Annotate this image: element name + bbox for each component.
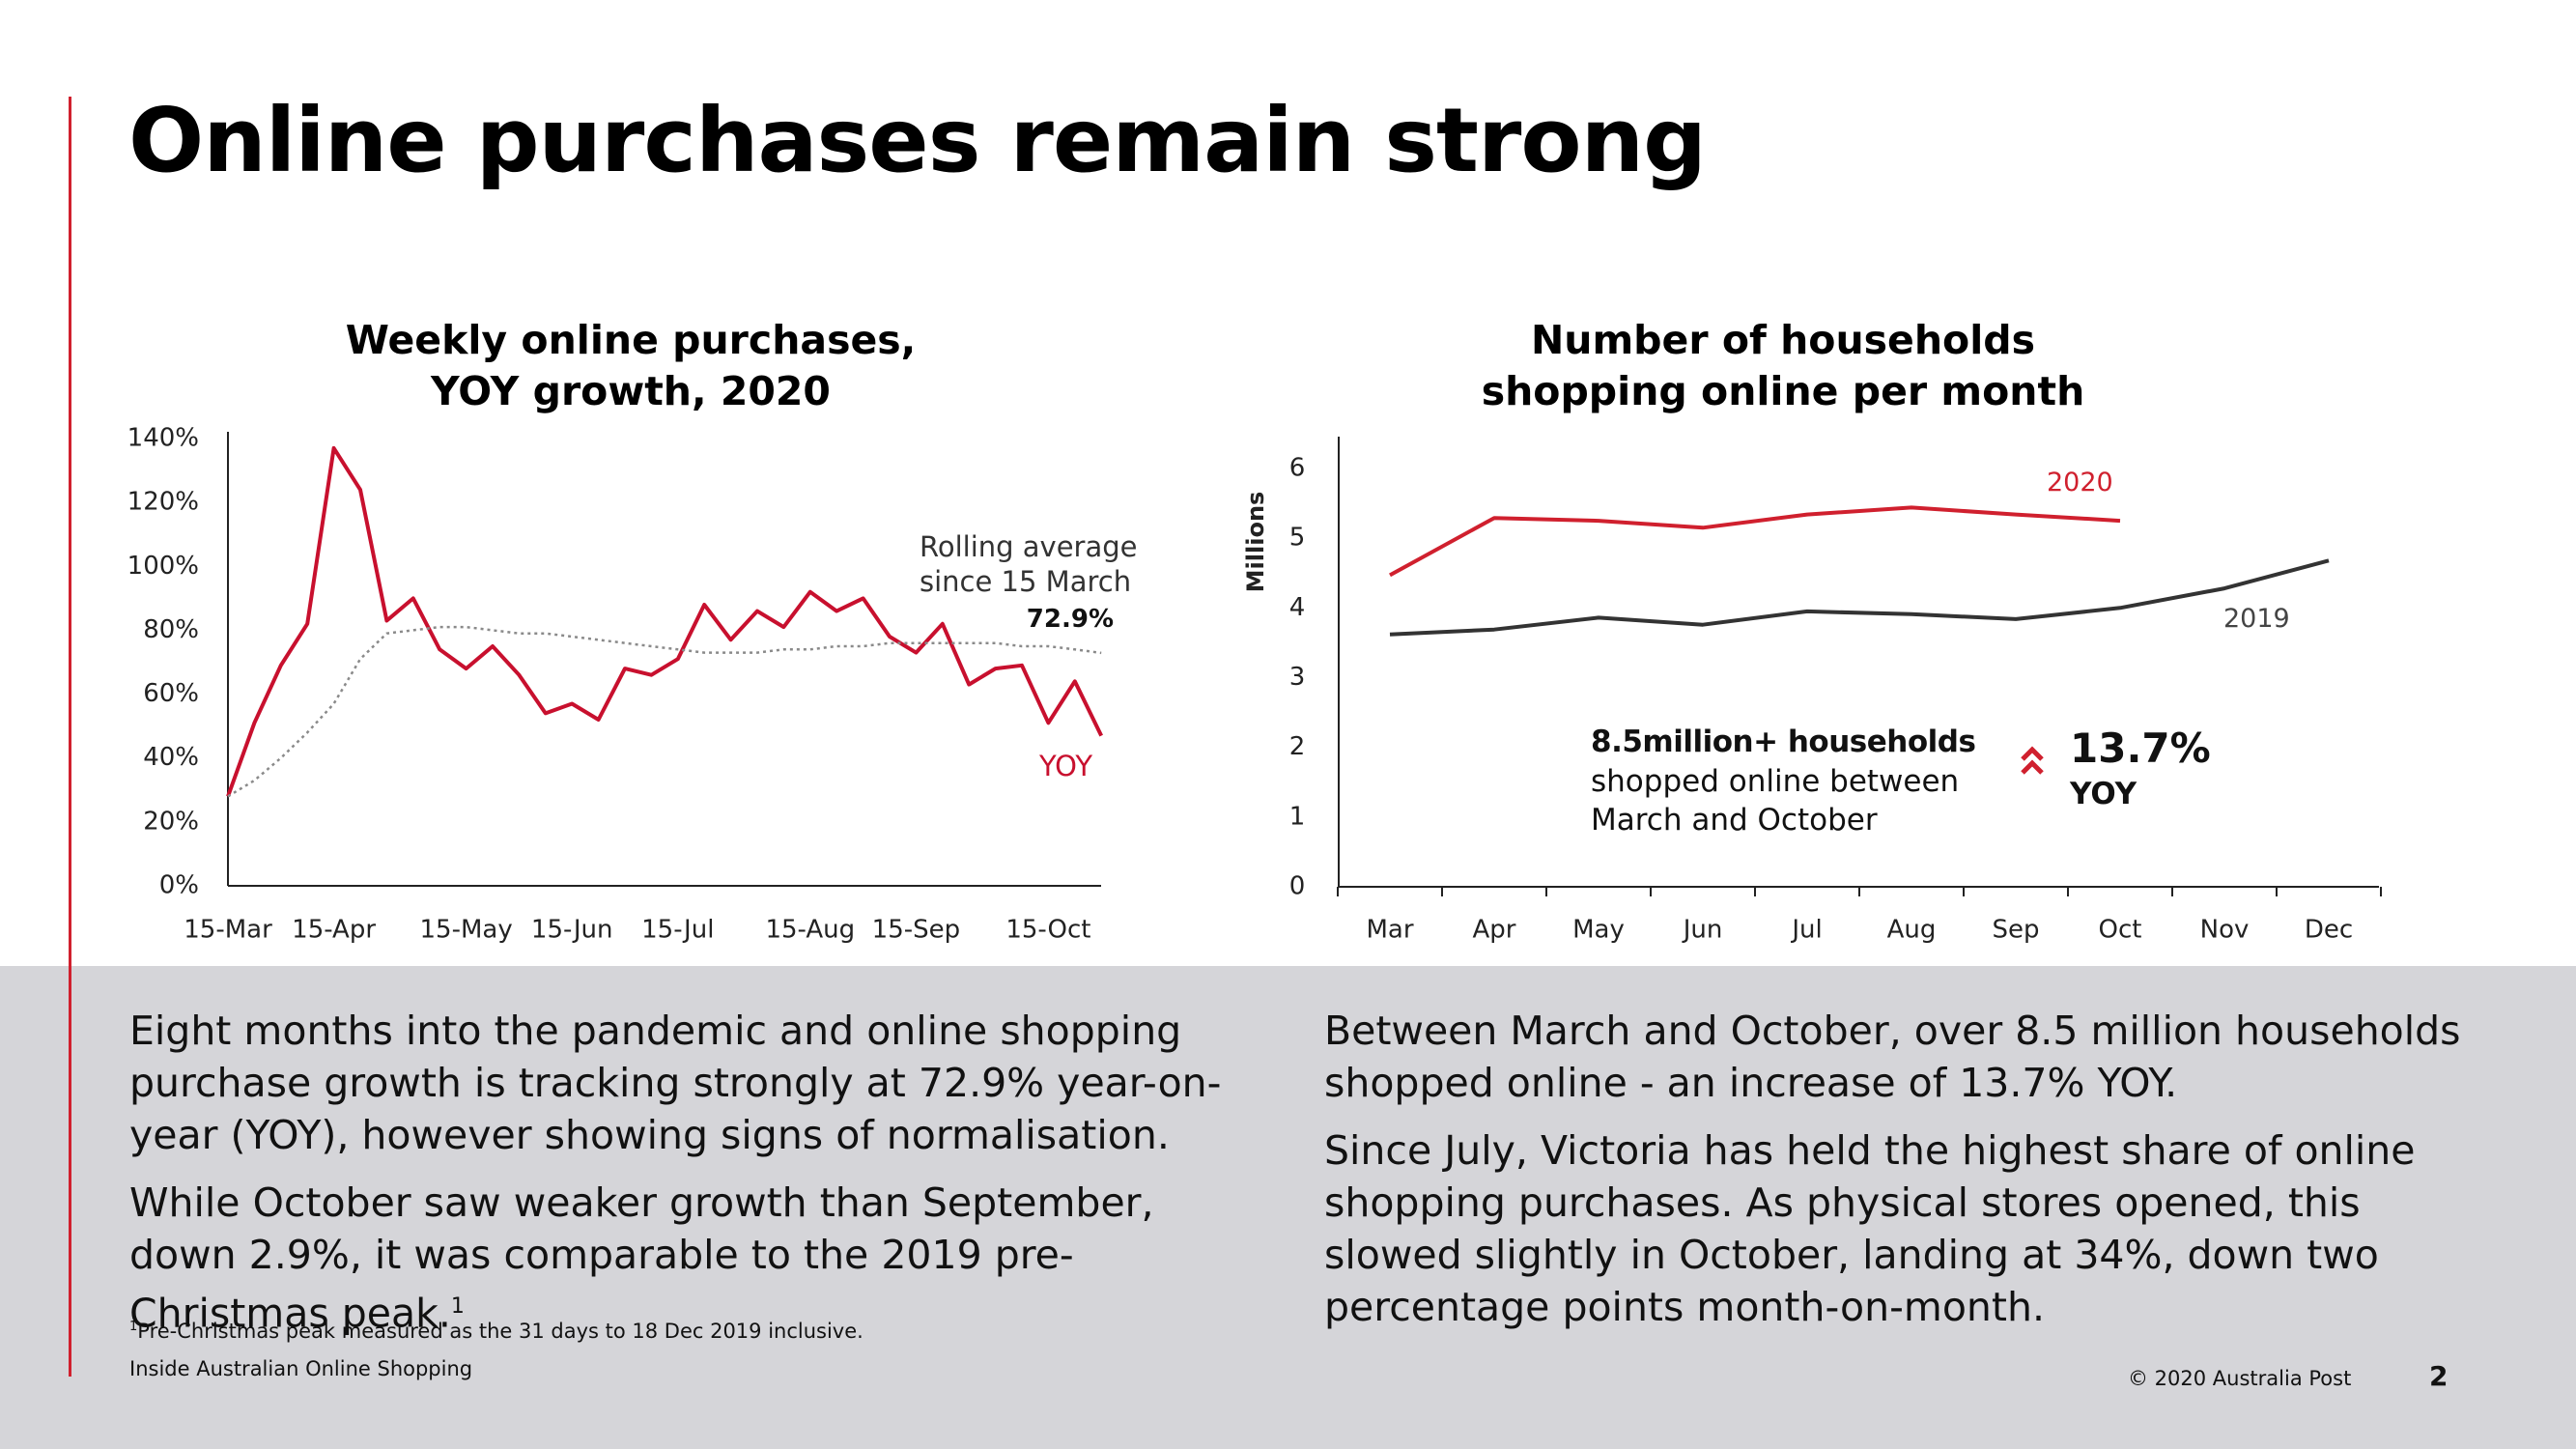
page-number: 2	[2429, 1360, 2449, 1392]
paragraph-text: While October saw weaker growth than Sep…	[129, 1179, 1154, 1337]
y-tick-label: 3	[1289, 663, 1306, 692]
series-line	[1389, 505, 2121, 578]
paragraph: Since July, Victoria has held the highes…	[1324, 1127, 2416, 1330]
annotation-change-label: YOY	[2070, 777, 2137, 811]
y-tick-label: 140%	[127, 424, 199, 453]
up-chevron	[2021, 746, 2044, 775]
series-line	[227, 625, 1102, 798]
x-tick-label: Oct	[2099, 916, 2142, 945]
y-tick-label: 80%	[143, 615, 199, 644]
series-label: Rolling average since 15 March	[920, 530, 1138, 598]
series-label: YOY	[1039, 750, 1093, 782]
x-tick-label: 15-Sep	[872, 916, 960, 945]
footnote-mark: 1	[450, 1294, 465, 1319]
y-tick-label: 100%	[127, 552, 199, 581]
bottom-band	[0, 966, 2576, 1449]
series-line	[1389, 558, 2330, 637]
x-tick-label: 15-Apr	[292, 916, 376, 945]
footnote-text: Pre-Christmas peak measured as the 31 da…	[137, 1320, 863, 1343]
x-tick-label: 15-Aug	[765, 916, 855, 945]
x-tick-label: 15-May	[419, 916, 512, 945]
x-tick-label: 15-Mar	[184, 916, 272, 945]
x-tick-label: Mar	[1366, 916, 1413, 945]
series-label: 2019	[2223, 604, 2290, 634]
y-tick-label: 4	[1289, 593, 1306, 622]
paragraph: While October saw weaker growth than Sep…	[129, 1177, 1269, 1340]
y-tick-label: 40%	[143, 743, 199, 772]
x-tick-label: Jun	[1682, 916, 1723, 945]
x-tick-label: May	[1572, 916, 1625, 945]
y-tick-label: 20%	[143, 807, 199, 836]
y-tick-label: 0%	[159, 871, 199, 900]
footer-left: Inside Australian Online Shopping	[129, 1357, 473, 1380]
x-tick-label: Aug	[1887, 916, 1937, 945]
paragraph: Eight months into the pandemic and onlin…	[129, 1008, 1222, 1158]
x-tick-label: Jul	[1790, 916, 1822, 945]
annotation-headline: 8.5million+ households	[1591, 724, 1976, 759]
x-tick-label: Dec	[2305, 916, 2353, 945]
y-tick-label: 2	[1289, 732, 1306, 761]
y-axis-label: Millions	[1242, 492, 1269, 593]
chart-title: Weekly online purchases, YOY growth, 202…	[345, 317, 917, 414]
footnote-mark: 1	[129, 1320, 138, 1334]
series-line	[226, 445, 1103, 798]
y-tick-label: 1	[1289, 802, 1306, 831]
y-tick-label: 60%	[143, 679, 199, 708]
left-text: Eight months into the pandemic and onlin…	[129, 1005, 1269, 1340]
y-tick-label: 0	[1289, 872, 1306, 901]
x-tick-label: 15-Jul	[641, 916, 714, 945]
x-tick-label: 15-Jun	[531, 916, 613, 945]
series-label: 2020	[2047, 468, 2113, 497]
accent-line	[69, 97, 71, 1377]
paragraph: Between March and October, over 8.5 mill…	[1324, 1008, 2461, 1106]
footnote: 1Pre-Christmas peak measured as the 31 d…	[129, 1320, 863, 1343]
data-label: 72.9%	[1026, 605, 1114, 634]
y-tick-label: 6	[1289, 454, 1306, 483]
y-tick-label: 120%	[127, 488, 199, 517]
x-tick-label: 15-Oct	[1005, 916, 1090, 945]
copyright: © 2020 Australia Post	[2128, 1367, 2352, 1390]
x-tick-label: Sep	[1992, 916, 2039, 945]
y-tick-label: 5	[1289, 524, 1306, 553]
chart-title: Number of households shopping online per…	[1481, 317, 2085, 414]
x-tick-label: Apr	[1473, 916, 1516, 945]
right-text: Between March and October, over 8.5 mill…	[1324, 1005, 2474, 1333]
x-tick-label: Nov	[2200, 916, 2250, 945]
slide-title: Online purchases remain strong	[128, 89, 1707, 192]
annotation-text: shopped online between March and October	[1591, 764, 1960, 838]
annotation-change: 13.7%	[2070, 724, 2211, 772]
